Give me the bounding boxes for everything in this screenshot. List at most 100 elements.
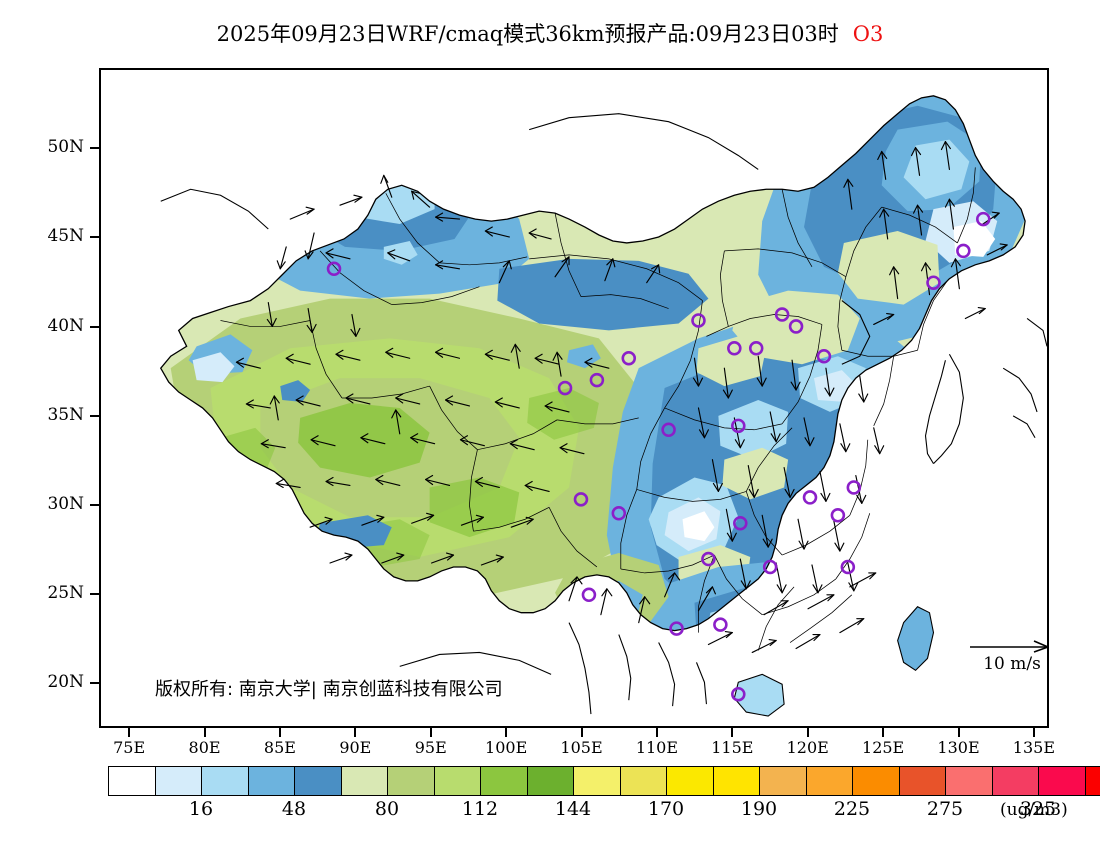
- contour-band-innermongolia: [497, 258, 709, 331]
- wind-scale-key: 10 m/s: [962, 638, 1062, 674]
- colorbar-swatch[interactable]: [202, 767, 249, 795]
- y-axis-tick: [90, 147, 99, 150]
- colorbar-swatch[interactable]: [295, 767, 342, 795]
- x-axis-tick: [203, 728, 206, 737]
- x-axis-tick: [957, 728, 960, 737]
- x-axis-label: 105E: [560, 738, 603, 757]
- colorbar-swatch[interactable]: [527, 767, 574, 795]
- city-marker-layer[interactable]: [326, 211, 991, 702]
- colorbar-tick-label: 275: [926, 798, 964, 820]
- national-border-layer: [159, 95, 1047, 717]
- colorbar-swatch[interactable]: [1085, 767, 1100, 795]
- colorbar-swatch[interactable]: [713, 767, 760, 795]
- x-axis-tick: [580, 728, 583, 737]
- x-axis-label: 115E: [711, 738, 754, 757]
- x-axis-label: 100E: [485, 738, 528, 757]
- colorbar-swatch[interactable]: [248, 767, 295, 795]
- y-axis-label: 25N: [47, 583, 84, 604]
- contour-pocket-shanxi: [696, 336, 767, 387]
- y-axis-tick: [90, 414, 99, 417]
- x-axis-tick: [354, 728, 357, 737]
- y-axis-label: 20N: [47, 672, 84, 693]
- colorbar-swatch[interactable]: [574, 767, 621, 795]
- x-axis-label: 95E: [414, 738, 447, 757]
- colorbar-swatch[interactable]: [341, 767, 388, 795]
- copyright-watermark: 版权所有: 南京大学| 南京创蓝科技有限公司: [155, 679, 503, 700]
- island-fill-layer: [734, 606, 934, 717]
- y-axis-label: 50N: [47, 137, 84, 158]
- colorbar-swatch[interactable]: [434, 767, 481, 795]
- colorbar-tick-label: 170: [647, 798, 685, 820]
- y-axis-label: 35N: [47, 404, 84, 425]
- page-title: 2025年09月23日WRF/cmaq模式36km预报产品:09月23日03时 O…: [0, 18, 1100, 48]
- arrow-right-icon: [970, 640, 1049, 653]
- title-species-label: O3: [852, 22, 884, 46]
- colorbar-swatch[interactable]: [946, 767, 993, 795]
- x-axis-tick: [429, 728, 432, 737]
- x-axis-tick: [882, 728, 885, 737]
- wind-scale-label: 10 m/s: [983, 654, 1041, 674]
- x-axis-label: 110E: [635, 738, 679, 757]
- hainan-fill: [734, 674, 785, 717]
- concentration-contour-map: [101, 70, 1047, 726]
- colorbar-swatch[interactable]: [899, 767, 946, 795]
- colorbar-tick-label: 225: [833, 798, 871, 820]
- wind-scale-arrow-icon: [962, 638, 1062, 654]
- colorbar-swatch[interactable]: [155, 767, 202, 795]
- x-axis-tick: [505, 728, 508, 737]
- x-axis-label: 90E: [339, 738, 372, 757]
- x-axis-tick: [731, 728, 734, 737]
- x-axis-label: 125E: [862, 738, 905, 757]
- contour-patch-green-2: [429, 477, 520, 538]
- province-border-layer: [220, 167, 976, 651]
- y-axis-tick: [90, 236, 99, 239]
- colorbar-swatch[interactable]: [667, 767, 714, 795]
- colorbar-swatch[interactable]: [481, 767, 528, 795]
- colorbar-swatch[interactable]: [109, 767, 156, 795]
- colorbar-swatch[interactable]: [992, 767, 1039, 795]
- colorbar-swatch[interactable]: [760, 767, 807, 795]
- colorbar-tick-label: 80: [374, 798, 400, 820]
- colorbar-tick-label: 190: [740, 798, 778, 820]
- y-axis-label: 45N: [47, 226, 84, 247]
- colorbar-unit-label: (ug/m3): [1000, 800, 1068, 820]
- map-plot-area[interactable]: [99, 68, 1049, 728]
- x-axis-tick: [806, 728, 809, 737]
- x-axis-tick: [278, 728, 281, 737]
- colorbar-swatch[interactable]: [853, 767, 900, 795]
- colorbar-tick-label: 144: [554, 798, 592, 820]
- x-axis-label: 85E: [263, 738, 296, 757]
- contour-pocket-northchina: [732, 290, 860, 365]
- colorbar[interactable]: [108, 766, 1100, 796]
- colorbar-tick-label: 112: [461, 798, 499, 820]
- x-axis-label: 135E: [1012, 738, 1056, 757]
- colorbar-tick-label: 325: [1019, 798, 1057, 820]
- colorbar-swatch[interactable]: [620, 767, 667, 795]
- colorbar-tick-label: 48: [281, 798, 307, 820]
- contour-band-ne-white: [953, 221, 996, 257]
- contour-band-white-sichuan: [682, 511, 715, 542]
- x-axis-label: 120E: [786, 738, 829, 757]
- y-axis-label: 30N: [47, 494, 84, 515]
- contour-lake-6: [567, 344, 601, 369]
- x-axis-tick: [1032, 728, 1035, 737]
- y-axis-tick: [90, 682, 99, 685]
- colorbar-tick-label: 16: [188, 798, 214, 820]
- y-axis-tick: [90, 593, 99, 596]
- y-axis-label: 40N: [47, 315, 84, 336]
- colorbar-swatch[interactable]: [806, 767, 853, 795]
- contour-lake-4: [192, 352, 235, 383]
- title-text: 2025年09月23日WRF/cmaq模式36km预报产品:09月23日03时: [216, 22, 839, 46]
- x-axis-tick: [655, 728, 658, 737]
- contour-lake-5: [383, 240, 418, 265]
- x-axis-label: 130E: [937, 738, 980, 757]
- taiwan-fill: [897, 606, 934, 671]
- colorbar-swatch[interactable]: [388, 767, 435, 795]
- x-axis-label: 80E: [188, 738, 221, 757]
- y-axis-tick: [90, 325, 99, 328]
- wind-vector-layer: [235, 140, 1008, 654]
- x-axis-label: 75E: [113, 738, 146, 757]
- colorbar-swatch[interactable]: [1039, 767, 1086, 795]
- x-axis-tick: [128, 728, 131, 737]
